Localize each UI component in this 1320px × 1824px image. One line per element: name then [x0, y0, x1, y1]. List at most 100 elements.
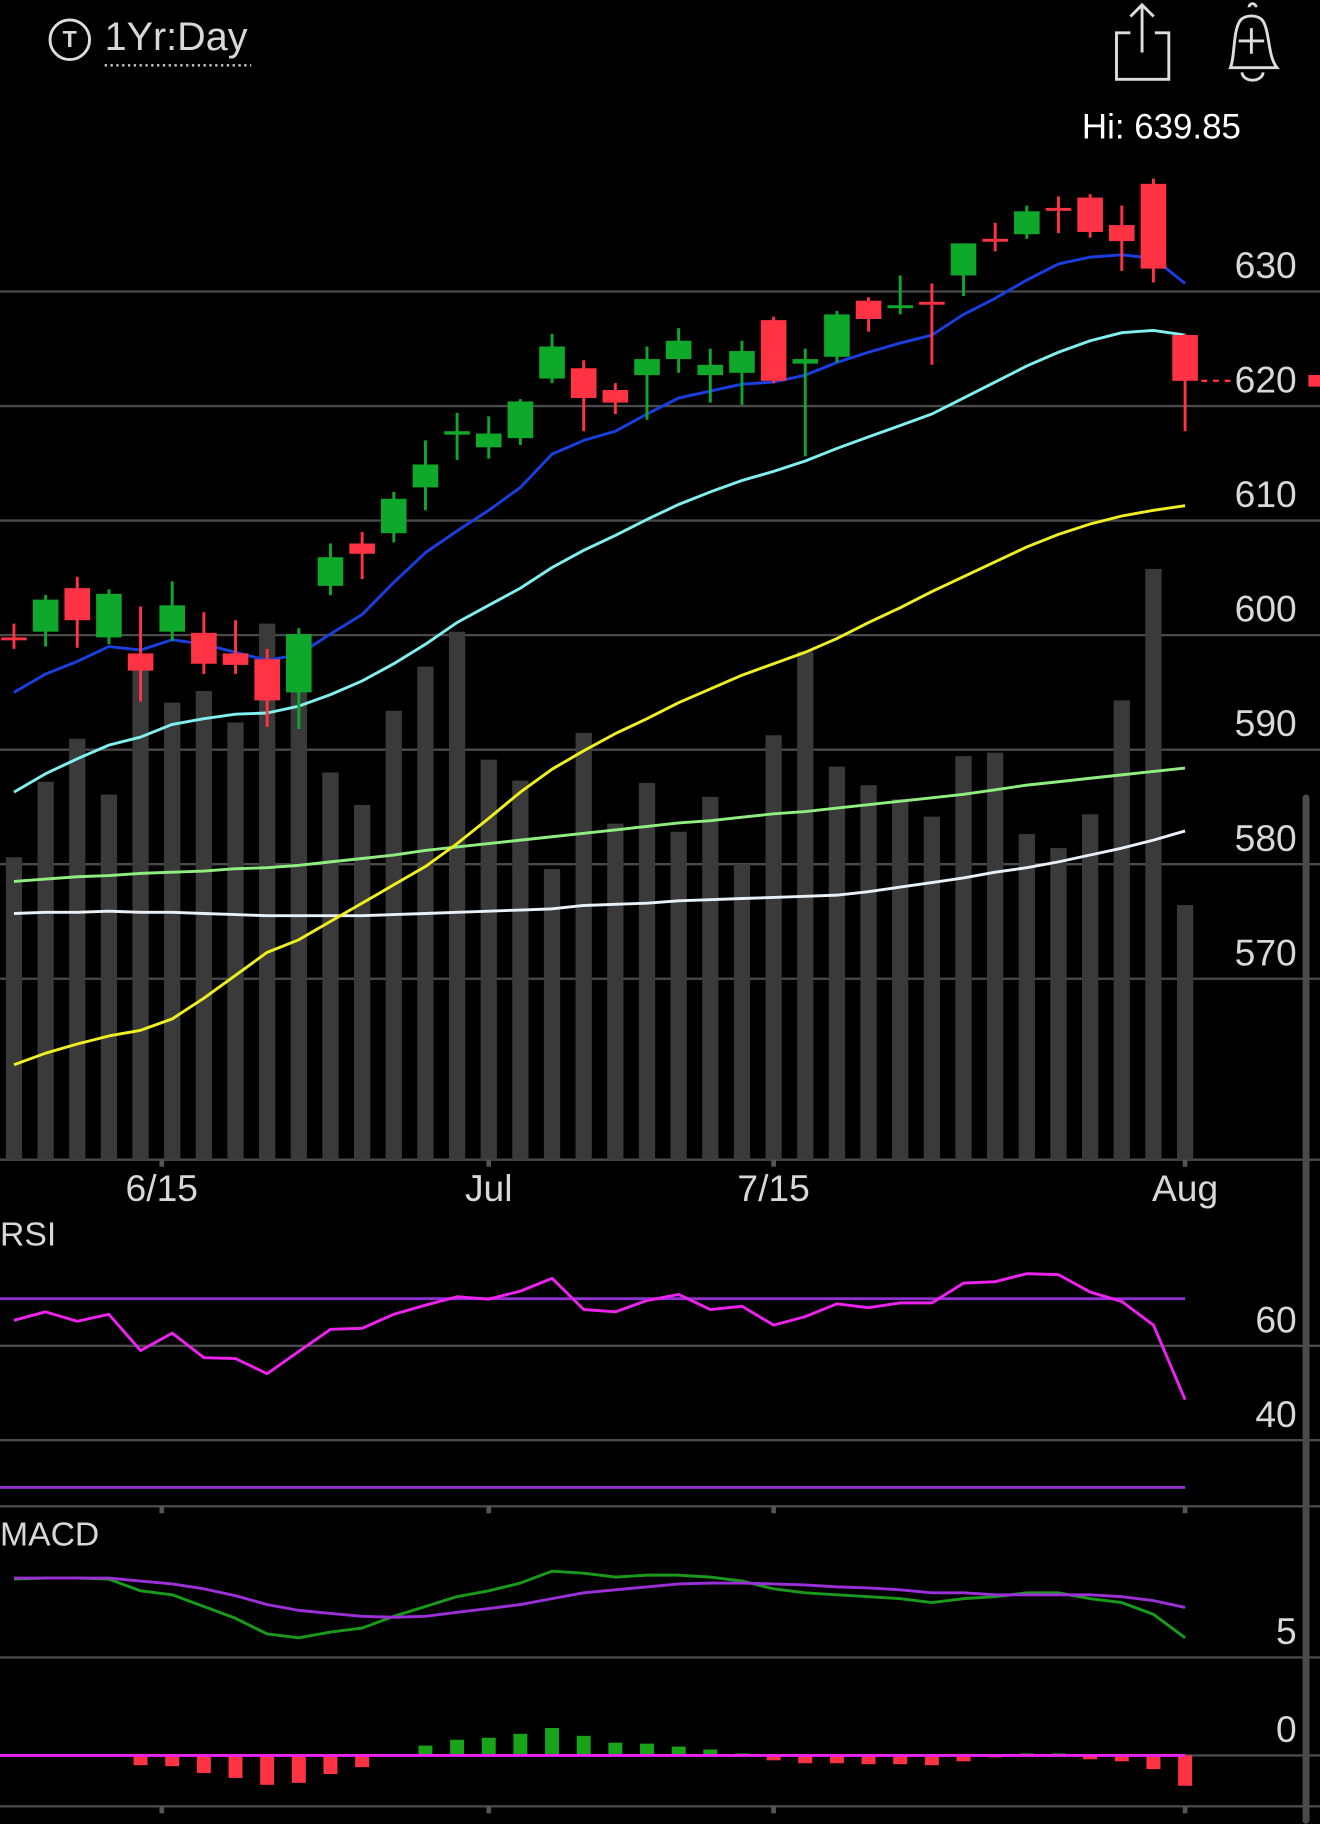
- histogram-bar: [260, 1755, 275, 1785]
- histogram-bar: [291, 1755, 306, 1783]
- range-selector[interactable]: T 1Yr:Day: [48, 15, 252, 67]
- candle-body: [475, 433, 502, 448]
- histogram-bar: [798, 1755, 813, 1764]
- histogram-bar: [766, 1755, 781, 1761]
- volume-bar: [1176, 905, 1194, 1160]
- histogram-bar: [608, 1742, 623, 1756]
- histogram-bar: [133, 1755, 148, 1766]
- volume-bar: [670, 831, 687, 1160]
- share-box: [1115, 31, 1171, 81]
- macd-line: [13, 1569, 1186, 1640]
- volume-bar: [385, 710, 402, 1160]
- volume-bar: [5, 857, 23, 1160]
- y-tick-label: 590: [1235, 702, 1297, 744]
- volume-bar: [132, 668, 149, 1160]
- candle-body: [1045, 207, 1072, 211]
- y-tick-label: 600: [1235, 588, 1297, 630]
- histogram-bar: [671, 1746, 686, 1756]
- moving-average-line: [13, 504, 1186, 1067]
- candle-body: [1014, 211, 1040, 235]
- candle-body: [317, 557, 344, 586]
- volume-bar: [1145, 568, 1162, 1160]
- range-label[interactable]: 1Yr:Day: [105, 15, 248, 59]
- x-tick-label: 7/15: [737, 1167, 809, 1209]
- volume-bar: [892, 799, 909, 1160]
- y-tick-label: 580: [1235, 817, 1297, 859]
- scrollbar[interactable]: [1302, 794, 1310, 1824]
- volume-bar: [227, 722, 244, 1160]
- candle-body: [507, 401, 534, 439]
- x-tick-label: 6/15: [126, 1167, 198, 1209]
- candle-body: [602, 390, 629, 403]
- high-label: Hi: 639.85: [1082, 108, 1241, 147]
- candle-body: [32, 599, 59, 632]
- histogram-bar: [576, 1735, 591, 1756]
- volume-bar: [69, 738, 86, 1160]
- histogram-bar: [228, 1755, 243, 1778]
- candle-body: [159, 605, 186, 632]
- volume-bar: [828, 766, 846, 1160]
- indicator-line: [13, 1272, 1187, 1401]
- candle-body: [412, 464, 439, 488]
- moving-average-line: [13, 829, 1186, 918]
- histogram-bar: [1178, 1755, 1193, 1786]
- volume-bar: [322, 772, 339, 1160]
- alert-button[interactable]: [1228, 2, 1280, 82]
- histogram-bar: [323, 1755, 338, 1775]
- volume-bar: [1018, 834, 1035, 1160]
- histogram-bar: [545, 1727, 560, 1756]
- volume-bar: [955, 756, 972, 1160]
- moving-average-line: [13, 328, 1186, 794]
- candle-body: [349, 543, 375, 554]
- histogram-bar: [893, 1755, 908, 1765]
- y-tick-label: 40: [1255, 1393, 1296, 1435]
- volume-bar: [195, 691, 213, 1160]
- candle-body: [1108, 225, 1135, 242]
- histogram-bar: [355, 1755, 370, 1768]
- share-arrow: [1129, 2, 1155, 53]
- volume-bar: [290, 634, 307, 1160]
- histogram-bar: [513, 1733, 528, 1756]
- histogram-bar: [924, 1755, 939, 1766]
- panel-title: MACD: [0, 1515, 99, 1553]
- candle-body: [570, 368, 597, 399]
- volume-bar: [638, 782, 656, 1160]
- share-button[interactable]: [1115, 2, 1171, 81]
- panel-title: RSI: [0, 1215, 56, 1253]
- histogram-bar: [829, 1755, 844, 1764]
- histogram-bar: [1146, 1755, 1161, 1770]
- candle-body: [634, 359, 660, 376]
- volume-bar: [1050, 848, 1067, 1160]
- candle-body: [1077, 197, 1103, 232]
- volume-bar: [543, 868, 561, 1160]
- candle-body: [96, 593, 122, 638]
- volume-bar: [765, 735, 782, 1160]
- histogram-bar: [956, 1755, 971, 1762]
- candle-body: [1140, 183, 1167, 269]
- candle-body: [792, 359, 819, 364]
- volume-bar: [733, 864, 751, 1160]
- volume-bar: [1113, 700, 1130, 1160]
- candle-body: [222, 653, 249, 665]
- y-tick-label: 630: [1235, 244, 1297, 286]
- candle-body: [286, 633, 312, 693]
- y-tick-label: 60: [1255, 1298, 1296, 1340]
- macd-line: [13, 1576, 1186, 1619]
- candle-body: [191, 632, 217, 664]
- candle-body: [254, 659, 280, 701]
- volume-bar: [448, 631, 466, 1160]
- volume-bar: [987, 752, 1004, 1160]
- volume-bar: [512, 780, 529, 1160]
- volume-bar: [164, 702, 181, 1160]
- histogram-bar: [165, 1755, 180, 1767]
- volume-bar: [37, 781, 54, 1160]
- candle-body: [760, 320, 787, 381]
- volume-bar: [702, 796, 719, 1160]
- y-tick-label: 570: [1235, 931, 1297, 973]
- volume-bar: [575, 732, 592, 1160]
- volume-bar: [607, 823, 624, 1160]
- volume-bar: [797, 651, 814, 1160]
